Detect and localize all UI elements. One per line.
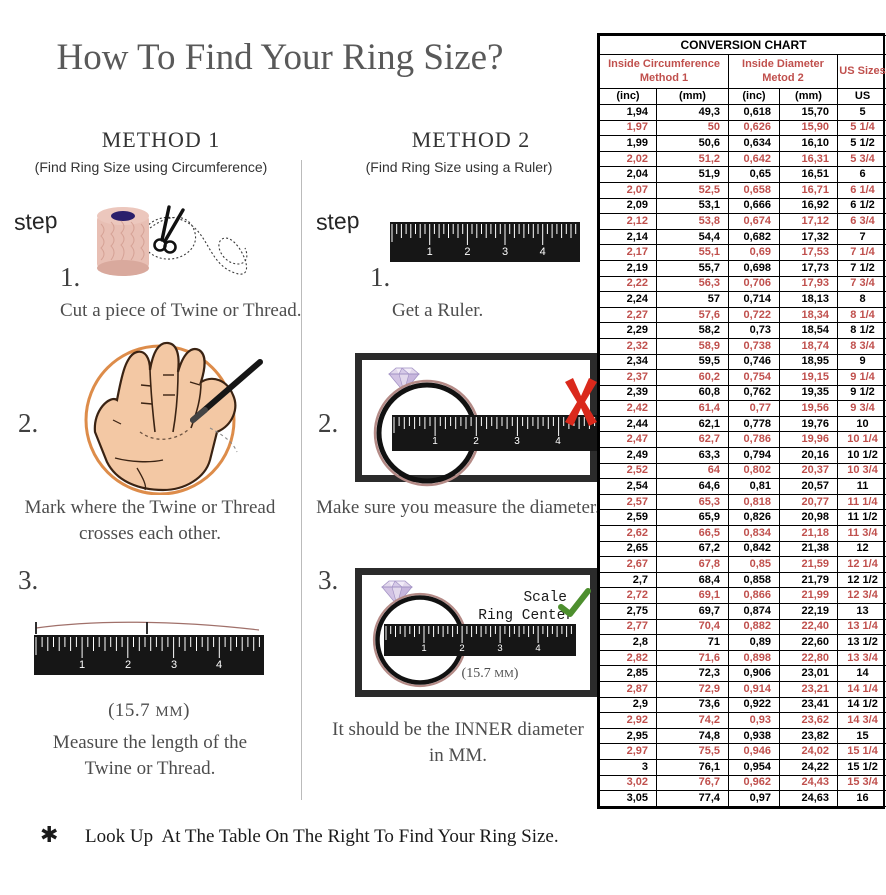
svg-text:4: 4	[216, 659, 222, 671]
svg-text:4: 4	[555, 436, 561, 447]
svg-text:Ring Center: Ring Center	[478, 608, 574, 624]
svg-text:2: 2	[473, 436, 479, 447]
svg-text:3: 3	[502, 246, 508, 258]
svg-text:2: 2	[459, 643, 464, 654]
svg-text:1: 1	[432, 436, 438, 447]
svg-text:Scale: Scale	[523, 590, 567, 606]
svg-text:4: 4	[535, 643, 540, 654]
svg-text:3: 3	[497, 643, 502, 654]
svg-text:2: 2	[125, 659, 131, 671]
svg-text:1: 1	[421, 643, 426, 654]
svg-text:3: 3	[514, 436, 520, 447]
svg-text:(15.7 MM): (15.7 MM)	[462, 666, 519, 681]
svg-text:4: 4	[540, 246, 546, 258]
svg-text:2: 2	[464, 246, 470, 258]
svg-text:3: 3	[171, 659, 177, 671]
svg-text:1: 1	[427, 246, 433, 258]
svg-text:1: 1	[79, 659, 85, 671]
